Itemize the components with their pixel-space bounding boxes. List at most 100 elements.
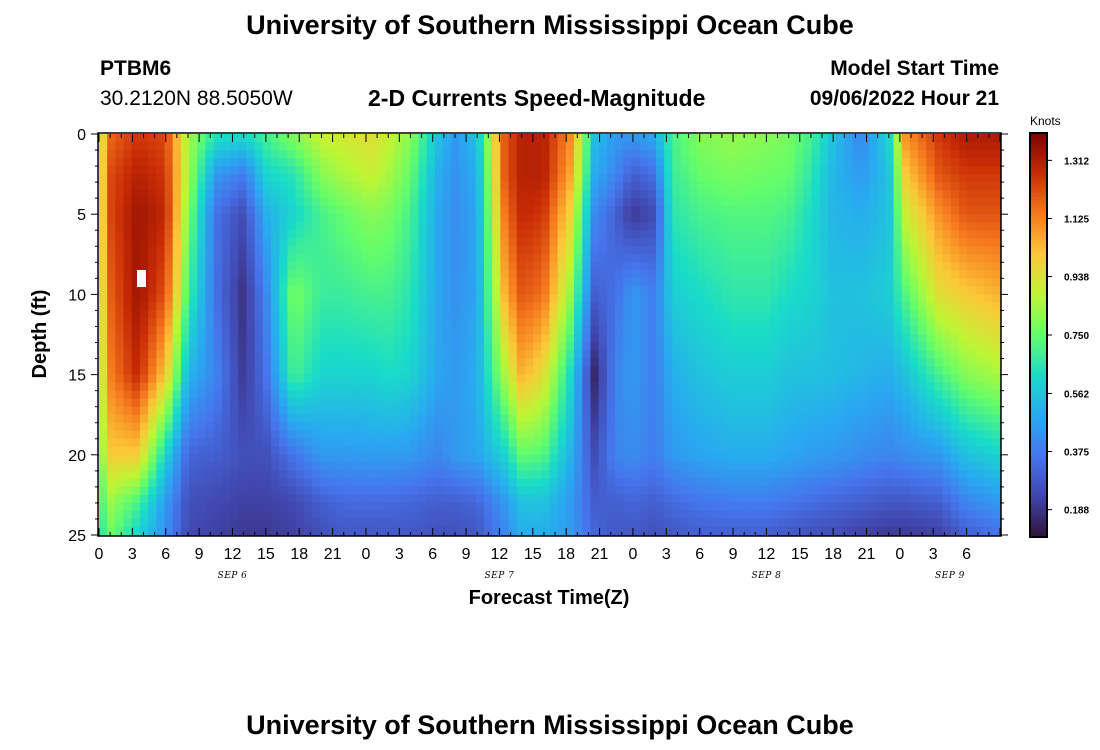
heatmap-cell xyxy=(328,462,338,472)
heatmap-cell xyxy=(819,142,829,151)
heatmap-cell xyxy=(844,422,854,432)
heatmap-cell xyxy=(672,470,682,480)
heatmap-cell xyxy=(483,262,493,271)
heatmap-cell xyxy=(549,318,559,328)
heatmap-cell xyxy=(598,134,608,143)
heatmap-cell xyxy=(852,478,862,488)
heatmap-cell xyxy=(631,238,641,247)
heatmap-cell xyxy=(115,454,125,464)
heatmap-cell xyxy=(213,438,223,448)
heatmap-cell xyxy=(213,462,223,472)
heatmap-cell xyxy=(238,398,248,408)
heatmap-cell xyxy=(148,374,157,384)
heatmap-cell xyxy=(590,478,600,488)
heatmap-cell xyxy=(303,478,313,488)
heatmap-cell xyxy=(606,318,616,328)
heatmap-cell xyxy=(271,166,280,175)
heatmap-cell xyxy=(254,326,264,336)
heatmap-cell xyxy=(271,174,280,183)
heatmap-cell xyxy=(901,494,911,504)
heatmap-cell xyxy=(778,182,788,191)
heatmap-cell xyxy=(549,238,559,247)
heatmap-cell xyxy=(344,382,354,392)
heatmap-cell xyxy=(737,438,747,448)
heatmap-cell xyxy=(713,134,723,143)
heatmap-cell xyxy=(213,454,223,464)
heatmap-cell xyxy=(762,198,772,207)
heatmap-cell xyxy=(647,294,657,304)
heatmap-cell xyxy=(565,438,575,448)
heatmap-cell xyxy=(746,350,755,360)
heatmap-cell xyxy=(328,206,338,215)
heatmap-cell xyxy=(664,502,673,512)
heatmap-cell xyxy=(205,502,215,512)
heatmap-cell xyxy=(426,318,436,328)
heatmap-cell xyxy=(434,198,444,207)
heatmap-cell xyxy=(647,494,657,504)
heatmap-cell xyxy=(443,142,452,151)
heatmap-cell xyxy=(352,510,362,520)
heatmap-cell xyxy=(336,334,346,344)
heatmap-cell xyxy=(860,270,870,279)
heatmap-cell xyxy=(615,342,624,352)
heatmap-cell xyxy=(311,494,321,504)
heatmap-cell xyxy=(410,318,420,328)
heatmap-cell xyxy=(762,422,772,432)
heatmap-cell xyxy=(762,262,772,271)
heatmap-cell xyxy=(279,430,288,440)
heatmap-cell xyxy=(287,526,297,536)
heatmap-cell xyxy=(148,414,157,424)
heatmap-cell xyxy=(221,246,231,255)
heatmap-cell xyxy=(164,166,174,175)
heatmap-cell xyxy=(467,414,477,424)
heatmap-cell xyxy=(893,422,903,432)
heatmap-cell xyxy=(606,374,616,384)
heatmap-cell xyxy=(107,478,116,488)
heatmap-cell xyxy=(606,302,616,312)
heatmap-cell xyxy=(836,470,845,480)
heatmap-cell xyxy=(623,134,633,143)
heatmap-cell xyxy=(705,438,714,448)
heatmap-cell xyxy=(361,254,370,263)
heatmap-cell xyxy=(197,374,207,384)
heatmap-cell xyxy=(688,414,698,424)
heatmap-cell xyxy=(827,526,837,536)
heatmap-cell xyxy=(213,198,223,207)
heatmap-cell xyxy=(885,454,895,464)
heatmap-cell xyxy=(565,446,575,456)
heatmap-cell xyxy=(352,462,362,472)
heatmap-cell xyxy=(705,494,714,504)
heatmap-cell xyxy=(909,430,919,440)
heatmap-cell xyxy=(615,222,624,231)
heatmap-cell xyxy=(475,278,485,287)
heatmap-cell xyxy=(721,478,731,488)
heatmap-cell xyxy=(418,366,428,376)
heatmap-cell xyxy=(803,382,813,392)
heatmap-cell xyxy=(688,486,698,496)
heatmap-cell xyxy=(131,294,141,304)
heatmap-cell xyxy=(615,294,624,304)
heatmap-cell xyxy=(99,430,108,440)
heatmap-cell xyxy=(123,262,133,271)
heatmap-cell xyxy=(295,270,305,279)
heatmap-cell xyxy=(762,294,772,304)
heatmap-cell xyxy=(385,470,395,480)
heatmap-cell xyxy=(909,438,919,448)
heatmap-cell xyxy=(271,326,280,336)
heatmap-cell xyxy=(877,510,886,520)
heatmap-cell xyxy=(836,454,845,464)
heatmap-cell xyxy=(713,422,723,432)
heatmap-cell xyxy=(99,510,108,520)
heatmap-cell xyxy=(844,230,854,239)
heatmap-cell xyxy=(246,294,256,304)
heatmap-cell xyxy=(311,278,321,287)
heatmap-cell xyxy=(811,166,821,175)
heatmap-cell xyxy=(909,382,919,392)
heatmap-cell xyxy=(410,422,420,432)
heatmap-cell xyxy=(885,350,895,360)
heatmap-cell xyxy=(221,206,231,215)
heatmap-cell xyxy=(189,286,198,295)
heatmap-cell xyxy=(369,142,379,151)
heatmap-cell xyxy=(197,358,207,368)
heatmap-cell xyxy=(434,158,444,167)
